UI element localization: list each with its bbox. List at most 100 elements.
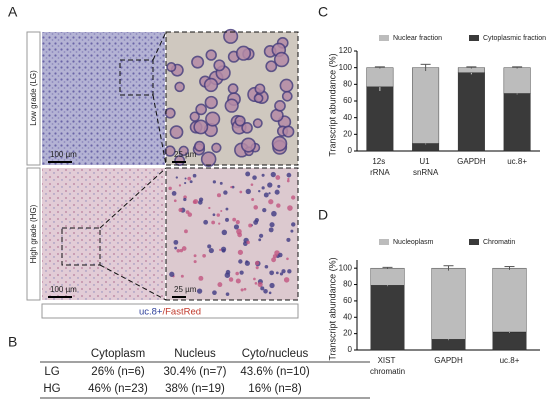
cell	[193, 260, 197, 264]
cell	[254, 218, 259, 223]
table-cell: 30.4% (n=7)	[164, 366, 227, 378]
panel-label: B	[8, 334, 17, 350]
cell	[273, 51, 290, 68]
cell	[198, 200, 203, 205]
cell	[213, 59, 226, 72]
cell	[175, 176, 178, 179]
error-bar	[374, 66, 385, 69]
panel-label: A	[8, 4, 18, 20]
y-tick-label: 120	[339, 46, 353, 55]
cell	[258, 189, 261, 193]
x-tick-label: 12s rRNA	[370, 157, 390, 177]
bar-segment	[370, 267, 405, 286]
cell	[173, 199, 177, 203]
y-tick-label: 0	[348, 345, 353, 354]
legend-label: Cytoplasmic fraction	[483, 35, 546, 42]
bar-segment	[457, 72, 485, 152]
cell	[259, 233, 264, 238]
cell	[220, 209, 223, 212]
error-bar	[443, 265, 454, 271]
bar-segment	[492, 267, 527, 333]
legend-swatch	[469, 239, 479, 245]
cell	[218, 222, 221, 225]
cell	[268, 192, 271, 195]
cell	[245, 260, 248, 263]
cell	[251, 197, 255, 201]
cell	[253, 277, 256, 281]
y-tick-label: 60	[343, 296, 352, 305]
cell	[253, 205, 259, 210]
y-tick-label: 80	[343, 280, 352, 289]
cell	[287, 205, 293, 211]
cell	[276, 203, 281, 208]
cell	[234, 115, 246, 127]
cell	[279, 78, 294, 93]
caption-box	[41, 303, 299, 319]
cell	[204, 95, 218, 110]
table-header: Cyto/nucleus	[242, 348, 309, 360]
cell	[255, 266, 259, 270]
cell	[174, 81, 185, 93]
cell	[239, 190, 243, 194]
legend-swatch	[469, 35, 479, 41]
cell	[192, 200, 197, 204]
cell	[178, 145, 189, 157]
cell	[286, 257, 289, 261]
cell	[193, 119, 209, 135]
cell	[269, 282, 275, 289]
cell	[228, 277, 234, 282]
cell	[196, 288, 203, 294]
cell	[195, 103, 207, 116]
cell	[281, 90, 293, 102]
cell	[263, 192, 269, 198]
bar-segment	[370, 285, 405, 351]
cell	[220, 246, 227, 252]
legend-label: Nucleoplasm	[393, 239, 434, 246]
cell	[223, 28, 239, 44]
cell	[225, 217, 229, 222]
cell	[254, 83, 266, 95]
cell	[184, 229, 188, 234]
panel-label: C	[318, 4, 328, 20]
x-tick-label: GAPDH	[457, 157, 486, 166]
cell	[166, 62, 177, 73]
cell	[208, 206, 211, 210]
y-tick-label: 40	[343, 312, 352, 321]
caption: uc.8+/FastRed	[139, 306, 201, 317]
caption-part: uc.8+	[139, 306, 163, 317]
cell	[260, 286, 265, 291]
cell	[203, 219, 209, 225]
cell	[277, 184, 281, 188]
cell	[290, 229, 294, 233]
table-header: Nucleus	[174, 348, 216, 360]
cell	[184, 181, 187, 185]
cell	[187, 176, 192, 181]
cell	[279, 272, 284, 276]
cell	[189, 111, 200, 122]
cell	[262, 207, 267, 213]
cells	[164, 28, 296, 296]
cell	[205, 111, 221, 127]
cell	[268, 291, 272, 295]
cell	[269, 270, 275, 276]
cell	[183, 197, 187, 202]
cell	[224, 98, 239, 113]
bar-segment	[366, 67, 394, 88]
cell	[169, 271, 175, 277]
bar-segment	[503, 67, 531, 94]
cell	[274, 189, 280, 195]
cell	[211, 142, 222, 153]
cell	[221, 229, 228, 236]
legend-label: Chromatin	[483, 239, 515, 246]
cell	[219, 248, 222, 251]
cell	[224, 272, 231, 278]
cell	[274, 99, 286, 112]
cell	[219, 181, 223, 185]
y-tick-label: 20	[343, 329, 352, 338]
cell	[194, 140, 206, 152]
cell	[217, 282, 223, 288]
y-tick-label: 100	[339, 63, 353, 72]
error-bar	[512, 66, 523, 69]
cell	[291, 195, 296, 200]
